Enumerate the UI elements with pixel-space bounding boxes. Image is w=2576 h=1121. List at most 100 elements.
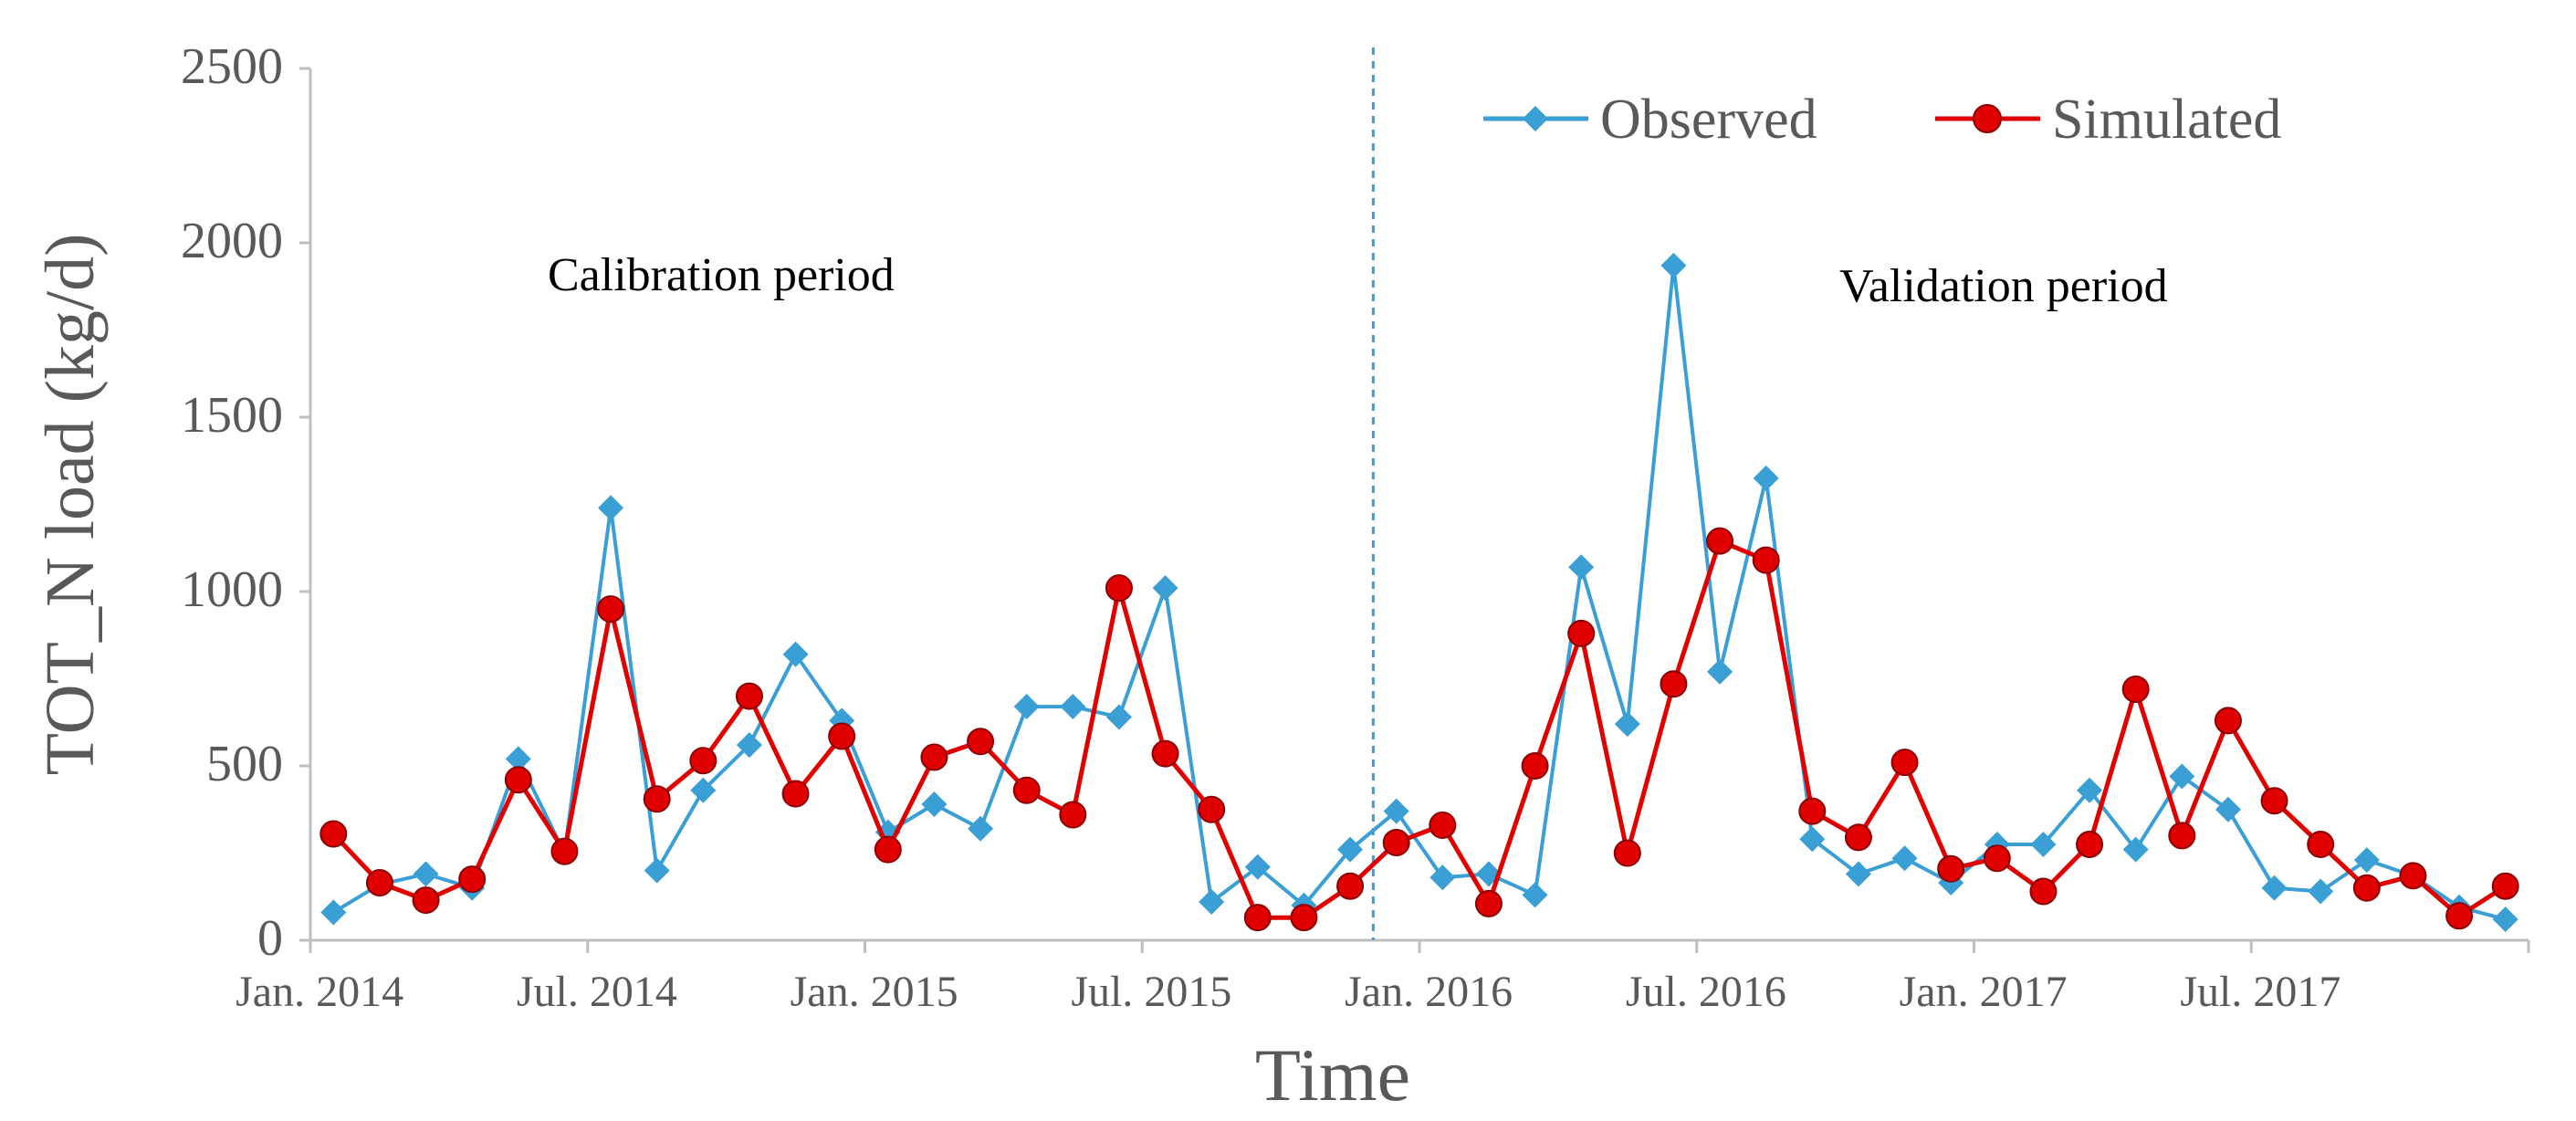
- simulated-point: [2121, 675, 2150, 703]
- observed-point: [2308, 878, 2334, 905]
- simulated-point: [1521, 752, 1549, 780]
- simulated-point: [2491, 872, 2519, 900]
- y-tick-label: 2000: [181, 213, 283, 269]
- simulated-point: [504, 766, 532, 794]
- series-simulated: [319, 527, 2519, 932]
- simulated-point: [1151, 739, 1179, 768]
- observed-point: [2122, 836, 2149, 863]
- observed-point: [736, 732, 762, 759]
- simulated-point: [920, 743, 948, 771]
- simulated-point: [1660, 670, 1688, 698]
- simulated-point: [1983, 844, 2011, 873]
- simulated-point: [1937, 854, 1965, 883]
- observed-point: [690, 777, 717, 803]
- x-tick-label: Jan. 2015: [791, 968, 958, 1016]
- simulated-point: [1474, 889, 1503, 917]
- simulated-point: [689, 747, 717, 775]
- observed-point: [1568, 554, 1595, 581]
- simulated-point: [1706, 527, 1734, 555]
- observed-point: [2169, 763, 2195, 790]
- simulated-point: [458, 865, 487, 894]
- observed-point: [2030, 831, 2057, 857]
- observed-point: [1105, 704, 1132, 730]
- x-tick-label: Jan. 2016: [1345, 968, 1513, 1016]
- simulated-point: [2076, 830, 2104, 858]
- x-tick-label: Jul. 2016: [1626, 968, 1786, 1016]
- legend-entry-observed: Observed: [1483, 89, 1817, 151]
- simulated-point: [1798, 797, 1827, 825]
- validation-period-label: Validation period: [1839, 260, 2168, 312]
- x-tick-label: Jul. 2017: [2180, 968, 2340, 1016]
- legend: Observed Simulated: [1483, 89, 2281, 151]
- simulated-point: [1844, 823, 1872, 852]
- simulated-point: [412, 886, 440, 915]
- simulated-point: [2168, 822, 2196, 850]
- series-layer: [319, 252, 2519, 933]
- x-tick-label: Jan. 2014: [236, 968, 403, 1016]
- legend-marker-circle: [1973, 104, 2002, 133]
- observed-point: [1060, 694, 1086, 720]
- observed-point: [968, 815, 994, 842]
- series-line-observed: [332, 263, 2507, 922]
- simulated-point: [2352, 874, 2381, 902]
- simulated-point: [2399, 862, 2427, 890]
- x-tick-label: Jul. 2015: [1071, 968, 1231, 1016]
- simulated-point: [1012, 776, 1041, 804]
- y-axis-title: TOT_N load (kg/d): [32, 234, 109, 776]
- simulated-point: [643, 785, 671, 813]
- observed-point: [1199, 888, 1225, 915]
- observed-point: [1845, 861, 1871, 887]
- observed-point: [1660, 252, 1687, 278]
- x-axis-title: Time: [1255, 1033, 1410, 1116]
- simulated-point: [1567, 619, 1596, 647]
- simulated-point: [1243, 904, 1272, 932]
- x-tick-label: Jul. 2014: [517, 968, 677, 1016]
- legend-entry-simulated: Simulated: [1935, 89, 2281, 151]
- simulated-point: [597, 595, 625, 623]
- observed-point: [320, 899, 347, 926]
- observed-point: [505, 746, 531, 772]
- simulated-point: [1290, 904, 1318, 932]
- simulated-point: [1198, 795, 1226, 823]
- simulated-point: [781, 780, 810, 808]
- simulated-point: [1613, 839, 1641, 867]
- observed-point: [2353, 847, 2380, 874]
- simulated-point: [1382, 829, 1410, 857]
- legend-marker-diamond: [1523, 106, 1548, 131]
- observed-point: [1013, 694, 1040, 720]
- simulated-point: [2307, 830, 2335, 858]
- simulated-point: [319, 820, 348, 848]
- observed-point: [644, 857, 670, 884]
- observed-point: [1152, 575, 1178, 602]
- y-tick-label: 1500: [181, 387, 283, 444]
- observed-point: [2215, 796, 2241, 822]
- observed-point: [1429, 864, 1456, 891]
- simulated-point: [828, 722, 856, 750]
- calibration-period-label: Calibration period: [548, 249, 895, 301]
- observed-point: [598, 495, 624, 521]
- simulated-point: [550, 837, 579, 865]
- observed-point: [1522, 882, 1548, 908]
- y-tick-label: 1000: [181, 561, 283, 618]
- simulated-point: [1105, 574, 1133, 602]
- simulated-point: [1336, 872, 1365, 900]
- simulated-point: [1059, 801, 1087, 829]
- simulated-point: [1890, 749, 1919, 777]
- legend-label: Observed: [1600, 89, 1817, 151]
- x-tick-label: Jan. 2017: [1900, 968, 2068, 1016]
- observed-point: [1614, 711, 1640, 738]
- simulated-point: [1429, 811, 1457, 839]
- simulated-point: [365, 868, 393, 896]
- observed-point: [2492, 906, 2518, 933]
- simulated-point: [735, 682, 763, 710]
- observed-point: [1707, 658, 1733, 685]
- observed-point: [413, 861, 439, 887]
- y-tick-label: 2500: [181, 38, 283, 95]
- observed-point: [782, 641, 809, 667]
- observed-point: [2077, 777, 2103, 803]
- simulated-point: [2029, 877, 2058, 906]
- simulated-point: [874, 835, 902, 864]
- simulated-point: [2260, 787, 2288, 815]
